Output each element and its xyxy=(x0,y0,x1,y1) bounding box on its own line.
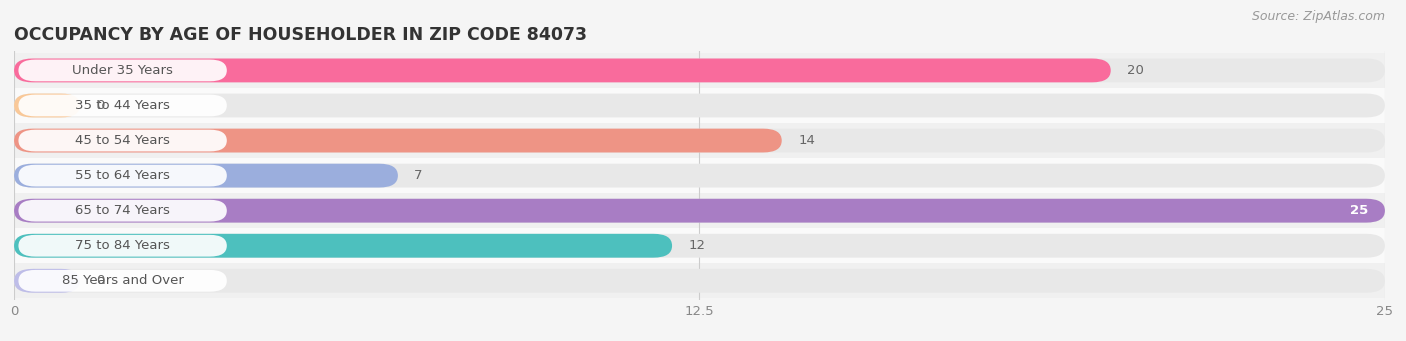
FancyBboxPatch shape xyxy=(18,235,226,257)
FancyBboxPatch shape xyxy=(14,93,1385,117)
Text: 14: 14 xyxy=(799,134,815,147)
Text: 75 to 84 Years: 75 to 84 Years xyxy=(75,239,170,252)
FancyBboxPatch shape xyxy=(14,269,80,293)
Bar xyxy=(14,263,1385,298)
FancyBboxPatch shape xyxy=(18,165,226,187)
Text: 25: 25 xyxy=(1350,204,1368,217)
FancyBboxPatch shape xyxy=(18,200,226,222)
Text: Source: ZipAtlas.com: Source: ZipAtlas.com xyxy=(1251,10,1385,23)
Text: 7: 7 xyxy=(415,169,423,182)
FancyBboxPatch shape xyxy=(18,60,226,81)
Text: 20: 20 xyxy=(1128,64,1144,77)
FancyBboxPatch shape xyxy=(18,130,226,151)
FancyBboxPatch shape xyxy=(14,164,1385,188)
FancyBboxPatch shape xyxy=(14,234,1385,258)
Text: 12: 12 xyxy=(689,239,706,252)
Bar xyxy=(14,158,1385,193)
FancyBboxPatch shape xyxy=(18,94,226,116)
FancyBboxPatch shape xyxy=(14,129,782,152)
Bar xyxy=(14,193,1385,228)
Text: 65 to 74 Years: 65 to 74 Years xyxy=(75,204,170,217)
Text: 45 to 54 Years: 45 to 54 Years xyxy=(75,134,170,147)
Bar xyxy=(14,53,1385,88)
FancyBboxPatch shape xyxy=(14,129,1385,152)
Text: 55 to 64 Years: 55 to 64 Years xyxy=(75,169,170,182)
Text: 85 Years and Over: 85 Years and Over xyxy=(62,274,184,287)
Bar xyxy=(14,228,1385,263)
FancyBboxPatch shape xyxy=(14,269,1385,293)
Text: 0: 0 xyxy=(96,274,104,287)
Text: Under 35 Years: Under 35 Years xyxy=(72,64,173,77)
Bar xyxy=(14,88,1385,123)
Text: 0: 0 xyxy=(96,99,104,112)
FancyBboxPatch shape xyxy=(14,199,1385,223)
Text: 35 to 44 Years: 35 to 44 Years xyxy=(75,99,170,112)
FancyBboxPatch shape xyxy=(14,93,80,117)
FancyBboxPatch shape xyxy=(14,164,398,188)
FancyBboxPatch shape xyxy=(14,59,1111,83)
FancyBboxPatch shape xyxy=(18,270,226,292)
FancyBboxPatch shape xyxy=(14,199,1385,223)
Bar xyxy=(14,123,1385,158)
FancyBboxPatch shape xyxy=(14,59,1385,83)
Text: OCCUPANCY BY AGE OF HOUSEHOLDER IN ZIP CODE 84073: OCCUPANCY BY AGE OF HOUSEHOLDER IN ZIP C… xyxy=(14,26,588,44)
FancyBboxPatch shape xyxy=(14,234,672,258)
